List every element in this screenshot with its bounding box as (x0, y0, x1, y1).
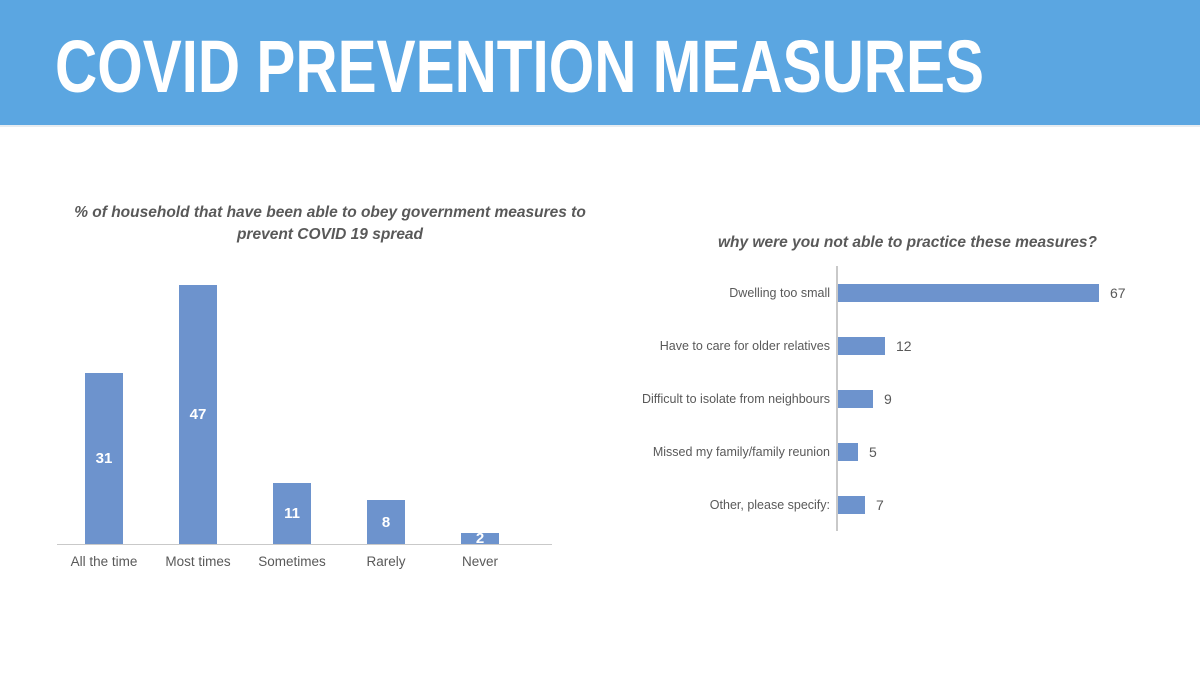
category-label-other-please-specify: Other, please specify: (709, 497, 830, 512)
slide-title: COVID PREVENTION MEASURES (55, 25, 985, 108)
bar-value-label: 11 (284, 505, 300, 522)
header-banner: COVID PREVENTION MEASURES (0, 0, 1200, 127)
bar-value-label: 7 (876, 496, 884, 513)
bar-column-all-the-time: 31 (57, 373, 151, 544)
bar-other-please-specify (838, 495, 865, 514)
bar-track: 7 (836, 478, 884, 531)
bar-track: 67 (836, 266, 1126, 319)
bar-value-label: 5 (869, 443, 877, 460)
left-chart-plot-area: 31 47 11 8 2 (57, 265, 552, 547)
bar-value-label: 67 (1110, 284, 1126, 301)
bar-track: 12 (836, 319, 912, 372)
bar-dwelling-too-small (838, 283, 1099, 302)
bar-rarely: 8 (367, 500, 405, 544)
chart-row-dwelling-too-small: Dwelling too small 67 (630, 266, 1126, 319)
bar-difficult-to-isolate-from-neighbours (838, 389, 873, 408)
bar-track: 9 (836, 372, 892, 425)
bar-have-to-care-for-older-relatives (838, 336, 885, 355)
left-chart-title: % of household that have been able to ob… (74, 204, 586, 244)
category-label-most-times: Most times (165, 554, 231, 569)
category-label-dwelling-too-small: Dwelling too small (729, 285, 830, 300)
bar-column-rarely: 8 (339, 500, 433, 544)
right-chart-title: why were you not able to practice these … (717, 234, 1098, 251)
bar-value-label: 8 (381, 513, 391, 531)
chart-row-other-please-specify: Other, please specify: 7 (630, 478, 1126, 531)
category-label-missed-my-family-family-reunion: Missed my family/family reunion (652, 444, 830, 459)
bar-value-label: 9 (884, 390, 892, 407)
category-label-sometimes: Sometimes (258, 554, 326, 569)
category-label-difficult-to-isolate-from-neighbours: Difficult to isolate from neighbours (641, 391, 830, 406)
category-label-rarely: Rarely (366, 554, 406, 569)
left-chart-category-axis: All the time Most times Sometimes Rarely Nev… (57, 554, 552, 569)
chart-row-missed-my-family-family-reunion: Missed my family/family reunion 5 (630, 425, 1126, 478)
bar-track: 5 (836, 425, 877, 478)
right-chart-plot-area: Dwelling too small 67 Have to care for old… (630, 266, 1126, 531)
bar-sometimes: 11 (273, 483, 311, 544)
bar-column-most-times: 47 (151, 285, 245, 544)
category-label-all-the-time: All the time (70, 554, 138, 569)
bar-value-label: 47 (189, 406, 207, 423)
category-label-never: Never (461, 554, 498, 569)
bar-column-sometimes: 11 (245, 483, 339, 544)
chart-row-have-to-care-for-older-relatives: Have to care for older relatives 12 (630, 319, 1126, 372)
chart-row-difficult-to-isolate-from-neighbours: Difficult to isolate from neighbours 9 (630, 372, 1126, 425)
bar-value-label: 12 (896, 337, 912, 354)
bar-missed-my-family-family-reunion (838, 442, 858, 461)
bar-most-times: 47 (179, 285, 217, 544)
bar-never: 2 (461, 530, 499, 547)
bar-value-label: 2 (475, 530, 485, 547)
bar-value-label: 31 (95, 450, 113, 467)
bar-column-never: 2 (433, 530, 527, 547)
category-label-have-to-care-for-older-relatives: Have to care for older relatives (659, 338, 830, 353)
bar-all-the-time: 31 (85, 373, 123, 544)
